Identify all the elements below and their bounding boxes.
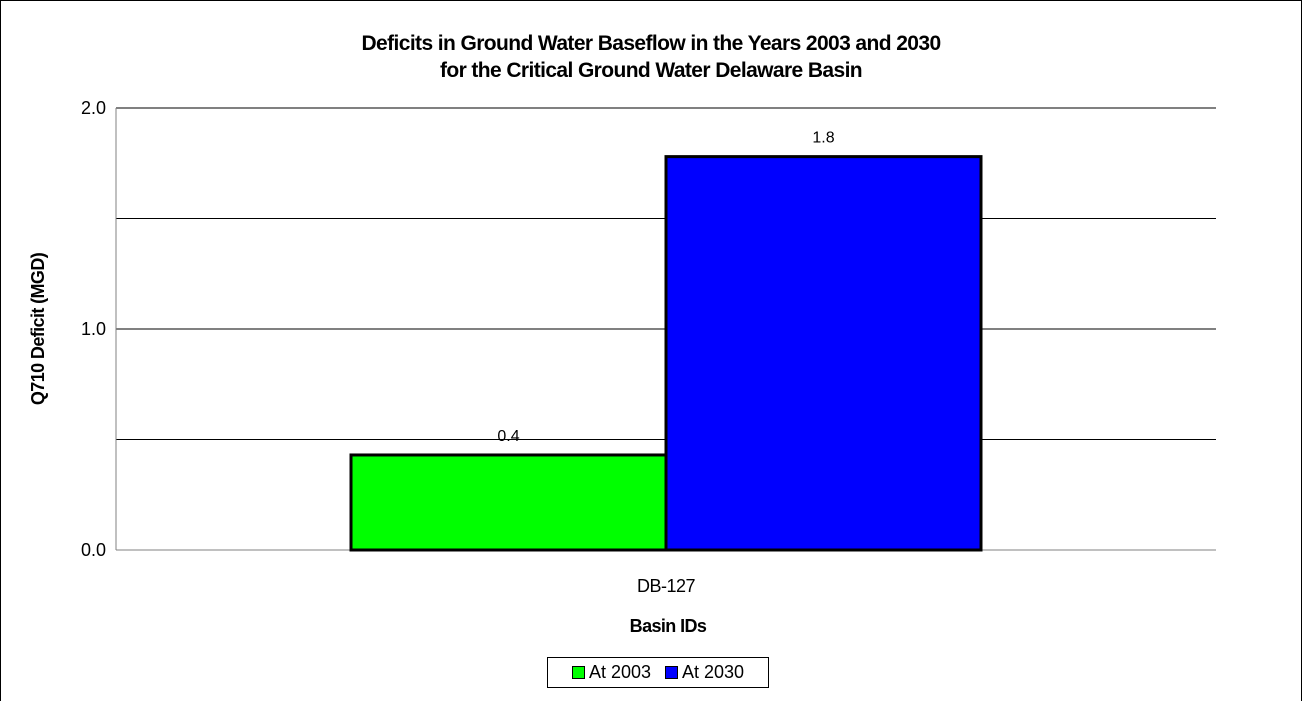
bar [664,155,983,552]
y-tick-label: 0.0 [81,540,106,560]
legend-label-2030: At 2030 [682,662,745,682]
x-axis-title: Basin IDs [630,616,707,636]
y-tick-label: 2.0 [81,98,106,118]
legend-swatch-2030 [665,666,678,679]
data-label: 0.4 [497,428,519,445]
legend-label-2003: At 2003 [588,662,651,682]
chart-title-line-2: for the Critical Ground Water Delaware B… [439,59,863,82]
y-tick-label: 1.0 [81,319,106,339]
legend: At 2003 At 2030 [547,657,769,688]
x-tick-label: DB-127 [637,576,696,596]
legend-item-2030: At 2030 [665,662,744,683]
chart-title-line-1: Deficits in Ground Water Baseflow in the… [361,32,941,55]
bar [349,453,668,552]
legend-item-2003: At 2003 [571,662,651,683]
y-axis-title: Q710 Deficit (MGD) [28,252,48,405]
chart-title: Deficits in Ground Water Baseflow in the… [0,30,1302,84]
legend-swatch-2003 [571,666,585,679]
data-label: 1.8 [812,130,834,147]
